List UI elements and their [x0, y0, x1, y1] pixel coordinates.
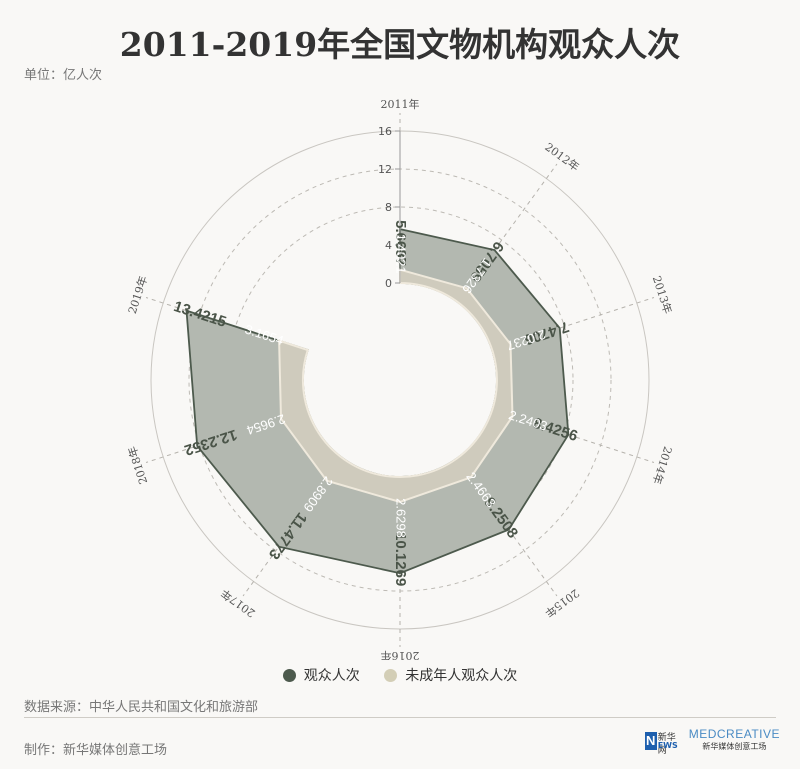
- news-logo-letter: N: [644, 732, 657, 750]
- legend-item-total[interactable]: 观众人次: [282, 665, 360, 685]
- axis-tick-label: 0: [385, 277, 392, 290]
- news-logo-sub: EWS: [657, 741, 678, 750]
- total-value-label: 5.6687: [392, 220, 409, 266]
- category-label: 2013年: [650, 274, 675, 315]
- minor-value-label: 2.6298: [394, 498, 409, 538]
- category-label: 2015年: [542, 586, 582, 620]
- unit-label: 单位：亿人次: [24, 68, 103, 83]
- category-label: 2012年: [542, 140, 582, 174]
- media-logo-subtext: 新华媒体创意工场: [702, 742, 767, 751]
- gridline-circle: [226, 206, 574, 554]
- maker-note: 制作：新华媒体创意工场: [24, 743, 168, 758]
- minor-area: [278, 268, 514, 504]
- minor-value-label: 1.4021: [394, 234, 409, 274]
- logos: N 新华网 EWS MEDCREATIVE 新华媒体创意工场: [644, 727, 780, 756]
- total-value-label: 10.1269: [392, 532, 409, 586]
- axis-tick-label: 4: [385, 239, 392, 252]
- legend-swatch-total: [282, 668, 296, 682]
- legend-item-minor[interactable]: 未成年人观众人次: [384, 665, 517, 685]
- category-label: 2017年: [218, 586, 258, 620]
- media-logo-text: MEDCREATIVE: [688, 727, 780, 741]
- source-note: 数据来源：中华人民共和国文化和旅游部: [24, 700, 259, 715]
- axis-tick-label: 16: [378, 125, 392, 138]
- news-logo-text: 新华网: [657, 733, 676, 756]
- category-label: 2014年: [650, 445, 675, 486]
- legend: 观众人次 未成年人观众人次: [0, 665, 800, 686]
- legend-label-total: 观众人次: [303, 668, 360, 684]
- radial-axis-layer: 0 4 8 12 16: [378, 125, 401, 290]
- divider: [24, 717, 776, 718]
- legend-swatch-minor: [384, 668, 398, 682]
- chart-title: 2011-2019年全国文物机构观众人次: [119, 25, 681, 64]
- category-label: 2018年: [125, 445, 150, 486]
- axis-tick-label: 8: [385, 201, 392, 214]
- minor-series-layer: [278, 268, 514, 504]
- legend-label-minor: 未成年人观众人次: [405, 668, 518, 684]
- category-label: 2019年: [125, 274, 150, 315]
- category-label: 2011年: [381, 97, 420, 111]
- media-creative-logo: MEDCREATIVE 新华媒体创意工场: [689, 727, 780, 752]
- axis-tick-label: 12: [378, 163, 392, 176]
- xinhuanet-logo: N 新华网 EWS: [644, 728, 681, 756]
- category-label: 2016年: [381, 649, 420, 660]
